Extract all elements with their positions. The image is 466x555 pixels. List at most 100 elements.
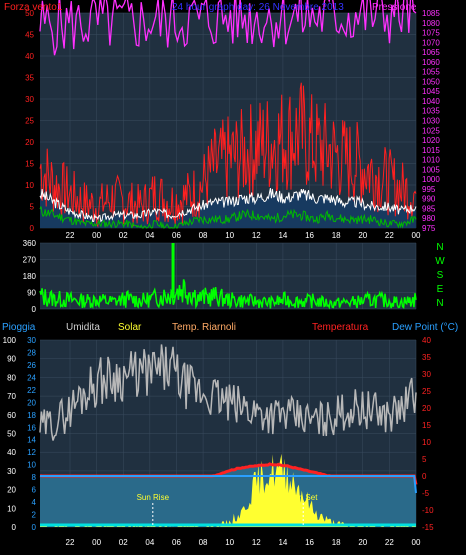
rain-y-tick: 20 bbox=[27, 398, 36, 407]
direction-y-tick: 180 bbox=[23, 272, 37, 281]
humidity-y-tick: 60 bbox=[7, 411, 16, 420]
x-tick-label: 04 bbox=[145, 231, 154, 240]
x-tick-label: 16 bbox=[305, 231, 314, 240]
x-tick-label: 08 bbox=[199, 231, 208, 240]
avg-wind-line bbox=[39, 188, 417, 223]
temperature-y-tick: 15 bbox=[422, 421, 431, 430]
pressure-y-tick: 1010 bbox=[422, 156, 440, 165]
rain-y-tick: 10 bbox=[27, 461, 36, 470]
x-tick-label: 14 bbox=[278, 538, 287, 547]
x-tick-label: 10 bbox=[225, 538, 234, 547]
rain-y-tick: 12 bbox=[27, 448, 36, 457]
temperature-y-tick: 0 bbox=[422, 472, 427, 481]
temperature-y-tick: 25 bbox=[422, 387, 431, 396]
humidity-y-tick: 40 bbox=[7, 448, 16, 457]
humidity-y-tick: 100 bbox=[3, 336, 17, 345]
compass-label: W bbox=[435, 256, 445, 267]
pressure-y-tick: 1005 bbox=[422, 165, 440, 174]
rain-y-tick: 16 bbox=[27, 423, 36, 432]
wind-y-tick: 0 bbox=[30, 224, 35, 233]
x-tick-label: 22 bbox=[385, 231, 394, 240]
humidity-label: Umidita bbox=[66, 322, 100, 333]
dewpoint-label: Dew Point (°C) bbox=[392, 322, 458, 333]
rain-y-tick: 18 bbox=[27, 411, 36, 420]
wind-y-tick: 35 bbox=[25, 74, 34, 83]
x-tick-label: 00 bbox=[92, 231, 101, 240]
temperature-y-tick: 30 bbox=[422, 370, 431, 379]
rain-y-tick: 24 bbox=[27, 373, 36, 382]
direction-y-tick: 0 bbox=[32, 305, 37, 314]
wind-low-line bbox=[39, 206, 417, 229]
pressure-y-tick: 1025 bbox=[422, 126, 440, 135]
pressure-y-tick: 1080 bbox=[422, 19, 440, 28]
direction-y-tick: 360 bbox=[23, 239, 37, 248]
wind-y-tick: 40 bbox=[25, 52, 34, 61]
pressure-label: Pressione bbox=[372, 2, 417, 13]
temperature-y-tick: -5 bbox=[422, 489, 430, 498]
temperature-y-tick: 10 bbox=[422, 438, 431, 447]
wind-y-tick: 25 bbox=[25, 117, 34, 126]
compass-label: N bbox=[436, 298, 443, 309]
sunrise-annotation: Sun Rise bbox=[137, 493, 170, 502]
x-tick-label: 02 bbox=[119, 538, 128, 547]
wind-label: Forza vento1 bbox=[4, 2, 63, 13]
x-tick-label: 08 bbox=[199, 538, 208, 547]
wind-y-tick: 10 bbox=[25, 181, 34, 190]
x-tick-label: 18 bbox=[332, 538, 341, 547]
pressure-y-tick: 1050 bbox=[422, 77, 440, 86]
pressure-y-tick: 1065 bbox=[422, 48, 440, 57]
pressure-y-tick: 1085 bbox=[422, 9, 440, 18]
humidity-y-tick: 30 bbox=[7, 467, 16, 476]
humidity-line bbox=[39, 344, 417, 441]
x-tick-label: 06 bbox=[172, 231, 181, 240]
x-tick-label: 22 bbox=[66, 538, 75, 547]
x-tick-label: 00 bbox=[412, 538, 421, 547]
rain-label: Pioggia bbox=[2, 322, 36, 333]
humidity-y-tick: 80 bbox=[7, 373, 16, 382]
pressure-y-tick: 1015 bbox=[422, 146, 440, 155]
compass-label: S bbox=[437, 270, 444, 281]
temperature-y-tick: 35 bbox=[422, 353, 431, 362]
wind-y-tick: 30 bbox=[25, 95, 34, 104]
x-tick-label: 02 bbox=[119, 231, 128, 240]
wind-y-tick: 50 bbox=[25, 9, 34, 18]
chart-title: 24 hour graph day: 26 Novembre 2013 bbox=[172, 2, 344, 13]
pressure-y-tick: 1045 bbox=[422, 87, 440, 96]
sunset-annotation: Sun Set bbox=[289, 493, 318, 502]
temperature-y-tick: -15 bbox=[422, 523, 434, 532]
wind-speed-line bbox=[39, 82, 417, 228]
direction-y-tick: 90 bbox=[27, 289, 36, 298]
wind-y-tick: 5 bbox=[30, 203, 35, 212]
pressure-line bbox=[39, 0, 417, 56]
solar-label: Solar bbox=[118, 322, 142, 333]
rain-y-tick: 4 bbox=[32, 498, 37, 507]
dewpoint-line bbox=[40, 475, 417, 494]
temp-riarnoli-label: Temp. Riarnoli bbox=[172, 322, 236, 333]
wind-y-tick: 15 bbox=[25, 160, 34, 169]
x-tick-label: 12 bbox=[252, 538, 261, 547]
humidity-y-tick: 70 bbox=[7, 392, 16, 401]
pressure-y-tick: 995 bbox=[422, 185, 436, 194]
temperature-y-tick: 20 bbox=[422, 404, 431, 413]
wind-direction-line bbox=[39, 279, 417, 310]
x-tick-label: 20 bbox=[358, 231, 367, 240]
x-tick-label: 14 bbox=[278, 231, 287, 240]
pressure-y-tick: 1070 bbox=[422, 38, 440, 47]
pressure-y-tick: 1000 bbox=[422, 175, 440, 184]
humidity-y-tick: 20 bbox=[7, 486, 16, 495]
humidity-y-tick: 0 bbox=[12, 523, 17, 532]
pressure-y-tick: 1060 bbox=[422, 58, 440, 67]
pressure-y-tick: 1020 bbox=[422, 136, 440, 145]
temperature-y-tick: 40 bbox=[422, 336, 431, 345]
pressure-y-tick: 990 bbox=[422, 195, 436, 204]
wind-y-tick: 20 bbox=[25, 138, 34, 147]
rain-y-tick: 2 bbox=[32, 511, 37, 520]
x-tick-label: 18 bbox=[332, 231, 341, 240]
rain-y-tick: 0 bbox=[32, 523, 37, 532]
rain-y-tick: 28 bbox=[27, 348, 36, 357]
pressure-y-tick: 1040 bbox=[422, 97, 440, 106]
compass-label: N bbox=[436, 242, 443, 253]
humidity-y-tick: 90 bbox=[7, 355, 16, 364]
rain-y-tick: 14 bbox=[27, 436, 36, 445]
